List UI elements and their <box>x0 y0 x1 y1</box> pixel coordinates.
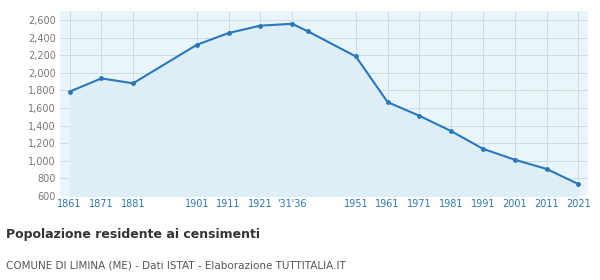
Text: COMUNE DI LIMINA (ME) - Dati ISTAT - Elaborazione TUTTITALIA.IT: COMUNE DI LIMINA (ME) - Dati ISTAT - Ela… <box>6 260 346 270</box>
Text: Popolazione residente ai censimenti: Popolazione residente ai censimenti <box>6 228 260 241</box>
